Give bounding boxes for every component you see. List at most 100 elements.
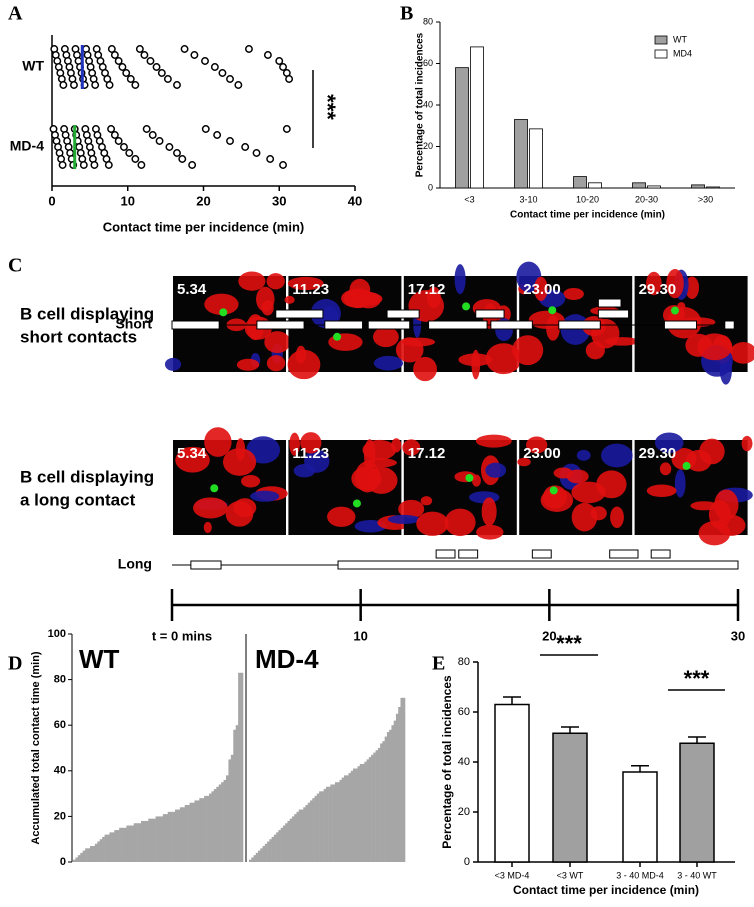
- bar: [255, 852, 259, 862]
- bar: [305, 805, 309, 862]
- time-tick-label: 30: [731, 628, 745, 643]
- bar: [90, 846, 93, 862]
- cell-blob: [698, 521, 731, 546]
- contact-box: [428, 320, 488, 330]
- bar: [77, 855, 81, 862]
- data-point: [190, 51, 199, 59]
- bar: [194, 800, 198, 862]
- data-point: [114, 57, 123, 65]
- bar: [679, 742, 715, 863]
- bar: [73, 859, 76, 862]
- data-point: [107, 125, 116, 133]
- contact-box: [435, 549, 456, 559]
- cell-blob: [193, 497, 228, 519]
- cell-blob: [203, 521, 212, 534]
- bar: [260, 848, 263, 862]
- bar: [325, 786, 329, 862]
- cell-blob: [485, 462, 507, 478]
- cell-blob: [398, 499, 425, 519]
- cell-blob: [585, 341, 605, 360]
- bar: [143, 820, 147, 862]
- cell-blob: [646, 484, 677, 498]
- bar: [291, 816, 295, 862]
- bar: [341, 777, 345, 862]
- cell-blob: [416, 511, 449, 536]
- bar: [264, 843, 268, 862]
- panel-label: E: [432, 653, 445, 675]
- cell-blob: [387, 514, 421, 524]
- b-cell: [548, 306, 557, 315]
- data-point: [90, 161, 99, 169]
- bar: [87, 848, 91, 862]
- data-point: [218, 69, 227, 77]
- data-point: [213, 131, 222, 139]
- b-cell: [682, 461, 691, 470]
- bar: [201, 798, 205, 862]
- data-point: [148, 131, 157, 139]
- y-tick-label: 60: [458, 706, 470, 718]
- bar: [172, 811, 176, 862]
- row-title: short contacts: [20, 327, 137, 346]
- time-label: 23.00: [523, 445, 561, 462]
- bar: [124, 827, 127, 862]
- bar: [319, 791, 322, 862]
- y-tick-label: 20: [423, 141, 433, 151]
- b-cell: [462, 302, 471, 311]
- cell-blob: [476, 524, 504, 540]
- data-point: [135, 45, 144, 53]
- cell-blob: [300, 432, 322, 454]
- cell-blob: [287, 276, 324, 291]
- data-point: [234, 81, 243, 89]
- data-point: [165, 143, 174, 151]
- b-cell: [465, 473, 474, 482]
- bar: [377, 748, 381, 862]
- legend-swatch: [654, 49, 668, 59]
- cell-blob: [373, 355, 404, 371]
- bar: [276, 832, 279, 862]
- legend-label: MD4: [673, 48, 692, 58]
- bar: [271, 836, 275, 862]
- bar: [221, 782, 224, 862]
- data-point: [110, 51, 119, 59]
- bar: [402, 697, 406, 862]
- bar: [298, 809, 302, 862]
- bar: [175, 809, 178, 862]
- x-axis-label: Contact time per incidence (min): [103, 219, 305, 234]
- contact-box: [490, 320, 533, 330]
- significance-label: ***: [315, 94, 340, 120]
- bar: [514, 119, 528, 189]
- bar: [310, 800, 313, 862]
- cell-blob: [264, 331, 291, 354]
- bar: [348, 773, 352, 862]
- bar: [382, 741, 385, 862]
- b-cell: [210, 484, 219, 493]
- bar: [228, 759, 232, 862]
- contact-box: [558, 320, 601, 330]
- bar: [691, 184, 705, 189]
- bar: [160, 816, 164, 862]
- cell-blob: [697, 333, 733, 361]
- data-point: [188, 161, 197, 169]
- cell-blob: [402, 439, 421, 456]
- cell-blob: [238, 271, 266, 291]
- bar: [375, 750, 379, 862]
- bar: [184, 805, 188, 862]
- bar: [282, 825, 286, 862]
- bar: [573, 176, 587, 189]
- bar: [145, 820, 149, 862]
- data-point: [120, 143, 128, 151]
- cell-blob: [553, 467, 573, 479]
- time-label: 5.34: [177, 445, 207, 462]
- bar: [400, 697, 404, 862]
- bar: [111, 832, 115, 862]
- cell-blob: [571, 502, 598, 532]
- bar: [251, 857, 254, 862]
- bar: [107, 834, 110, 862]
- bar: [455, 67, 469, 189]
- cell-blob: [646, 271, 662, 296]
- data-point: [178, 155, 187, 163]
- bar: [301, 809, 304, 862]
- cell-blob: [164, 357, 182, 371]
- bar: [294, 814, 297, 862]
- bar: [136, 823, 139, 862]
